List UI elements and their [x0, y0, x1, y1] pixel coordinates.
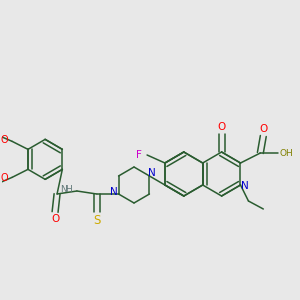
Text: H: H: [66, 184, 72, 194]
Text: OH: OH: [279, 148, 293, 158]
Text: N: N: [241, 181, 248, 191]
Text: O: O: [218, 122, 226, 132]
Text: O: O: [0, 135, 8, 146]
Text: N: N: [110, 187, 118, 197]
Text: S: S: [93, 214, 100, 226]
Text: N: N: [148, 168, 155, 178]
Text: O: O: [0, 173, 8, 183]
Text: O: O: [259, 124, 267, 134]
Text: O: O: [51, 214, 59, 224]
Text: N: N: [60, 184, 66, 194]
Text: F: F: [136, 150, 142, 160]
